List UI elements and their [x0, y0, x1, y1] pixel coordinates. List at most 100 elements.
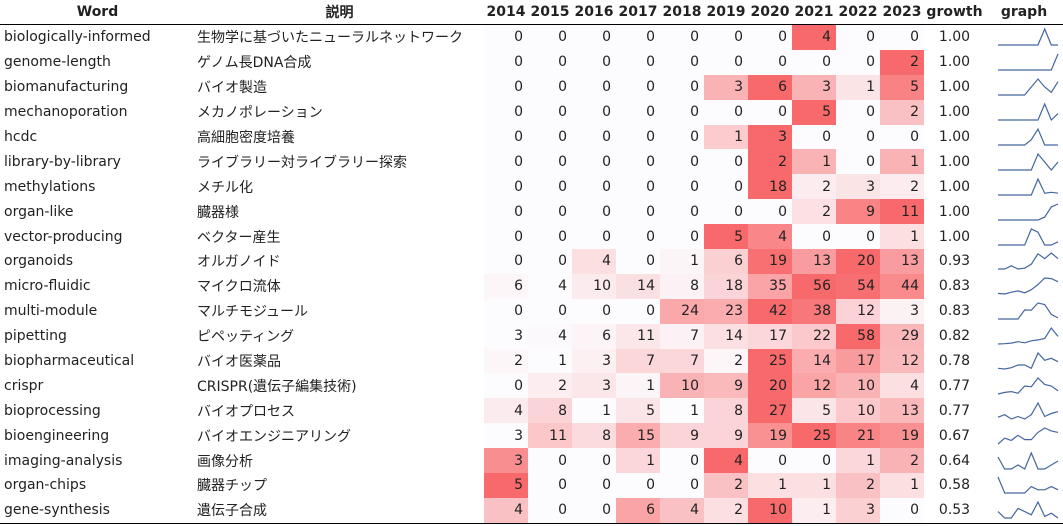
sparkline	[998, 252, 1059, 271]
count-cell-2022: 0	[836, 99, 880, 125]
count-cell-2016: 1	[572, 398, 616, 424]
count-cell-2023: 44	[880, 273, 924, 299]
count-cell-2014: 0	[484, 199, 528, 225]
sparkline	[998, 152, 1059, 171]
table-body: biologically-informed 生物学に基づいたニューラルネットワーク…	[0, 24, 1063, 524]
count-cell-2018: 0	[660, 448, 704, 474]
count-cell-2017: 7	[616, 348, 660, 374]
description-cell: CRISPR(遺伝子編集技術)	[197, 378, 357, 395]
growth-cell: 0.83	[938, 303, 971, 320]
growth-cell: 1.00	[938, 79, 971, 96]
count-cell-2023: 2	[880, 49, 924, 75]
header-description: 説明	[195, 0, 484, 25]
sparkline-cell	[985, 398, 1063, 423]
count-cell-2016: 0	[572, 473, 616, 498]
count-cell-2014: 0	[484, 99, 528, 125]
count-cell-2022: 2	[836, 473, 880, 498]
sparkline-line	[997, 501, 1059, 519]
count-cell-2018: 4	[660, 497, 704, 524]
count-cell-2014: 0	[484, 149, 528, 175]
sparkline-line	[998, 152, 1059, 171]
count-cell-2023: 0	[880, 497, 924, 524]
header-year-2019: 2019	[704, 0, 748, 25]
table-row: multi-module マルチモジュール 0 0 0 0 24 23 42 38 12 3 0.83	[0, 298, 1063, 324]
count-cell-2018: 1	[660, 249, 704, 274]
description-cell: 臓器チップ	[197, 478, 267, 495]
count-cell-2021: 2	[792, 199, 836, 225]
table-row: hcdc 高細胞密度培養 0 0 0 0 0 1 3 0 0 0 1.00	[0, 124, 1063, 150]
sparkline	[998, 78, 1059, 96]
count-cell-2018: 7	[660, 323, 704, 349]
growth-cell: 1.00	[938, 228, 971, 245]
growth-cell: 0.64	[938, 452, 971, 469]
sparkline-cell	[985, 249, 1063, 274]
count-cell-2023: 2	[880, 448, 924, 474]
word-cell: multi-module	[4, 303, 98, 320]
table-row: bioengineering バイオエンジニアリング 3 11 8 15 9 9 19 25 21 1…	[0, 423, 1063, 449]
count-cell-2018: 0	[660, 473, 704, 498]
description-cell: ゲノム長DNA合成	[197, 55, 312, 72]
sparkline-line	[998, 127, 1058, 146]
sparkline	[998, 203, 1059, 221]
growth-cell: 0.82	[938, 328, 971, 345]
header-year-2021: 2021	[792, 0, 836, 25]
count-cell-2016: 0	[572, 448, 616, 474]
count-cell-2020: 42	[748, 298, 792, 324]
count-cell-2017: 15	[616, 423, 660, 449]
sparkline-line	[997, 451, 1059, 470]
count-cell-2020: 1	[748, 473, 792, 498]
count-cell-2018: 0	[660, 49, 704, 75]
table-row: bioprocessing バイオプロセス 4 8 1 5 1 8 27 5 10 13 0.77	[0, 398, 1063, 424]
sparkline	[998, 102, 1059, 122]
count-cell-2019: 18	[704, 273, 748, 299]
sparkline-line	[998, 203, 1059, 221]
sparkline-cell	[985, 199, 1063, 224]
count-cell-2017: 0	[616, 224, 660, 250]
count-cell-2019: 14	[704, 323, 748, 349]
sparkline-cell	[985, 473, 1063, 498]
description-cell: 生物学に基づいたニューラルネットワーク	[197, 30, 463, 47]
word-cell: vector-producing	[4, 228, 123, 245]
growth-cell: 0.77	[938, 402, 971, 419]
count-cell-2020: 35	[748, 273, 792, 299]
count-cell-2015: 0	[528, 149, 572, 175]
table-row: imaging-analysis 画像分析 3 0 0 1 0 4 0 0 1 2 0.64	[0, 448, 1063, 474]
count-cell-2014: 0	[484, 74, 528, 100]
table-row: biomanufacturing バイオ製造 0 0 0 0 0 3 6 3 1 5 1.00	[0, 74, 1063, 100]
count-cell-2018: 0	[660, 124, 704, 150]
sparkline	[998, 177, 1059, 196]
count-cell-2021: 1	[792, 473, 836, 498]
count-cell-2023: 13	[880, 398, 924, 424]
count-cell-2015: 4	[528, 273, 572, 299]
count-cell-2021: 2	[792, 174, 836, 200]
table-row: crispr CRISPR(遺伝子編集技術) 0 2 3 1 10 9 20 12 10 4 0.77	[0, 373, 1063, 399]
count-cell-2020: 3	[748, 124, 792, 150]
count-cell-2017: 1	[616, 373, 660, 399]
count-cell-2020: 0	[748, 199, 792, 225]
table-row: mechanoporation メカノポレーション 0 0 0 0 0 0 0 5 0 2 1.00	[0, 99, 1063, 125]
count-cell-2017: 0	[616, 124, 660, 150]
count-cell-2015: 0	[528, 124, 572, 150]
count-cell-2015: 11	[528, 423, 572, 449]
count-cell-2020: 4	[748, 224, 792, 250]
count-cell-2014: 4	[484, 398, 528, 424]
growth-cell: 1.00	[938, 153, 971, 170]
count-cell-2022: 1	[836, 448, 880, 474]
count-cell-2016: 0	[572, 298, 616, 324]
count-cell-2021: 12	[792, 373, 836, 399]
count-cell-2014: 6	[484, 273, 528, 299]
count-cell-2021: 0	[792, 49, 836, 75]
count-cell-2016: 0	[572, 49, 616, 75]
count-cell-2018: 0	[660, 224, 704, 250]
header-year-2017: 2017	[616, 0, 660, 25]
sparkline-line	[997, 427, 1059, 445]
growth-cell: 1.00	[938, 178, 971, 195]
header-year-2023: 2023	[880, 0, 924, 25]
table-row: genome-length ゲノム長DNA合成 0 0 0 0 0 0 0 0 0 2 1.00	[0, 49, 1063, 75]
header-growth: growth	[924, 0, 985, 25]
count-cell-2021: 38	[792, 298, 836, 324]
sparkline	[998, 227, 1059, 246]
table-row: organ-chips 臓器チップ 5 0 0 0 0 2 1 1 2 1 0.58	[0, 473, 1063, 498]
sparkline	[997, 327, 1059, 345]
